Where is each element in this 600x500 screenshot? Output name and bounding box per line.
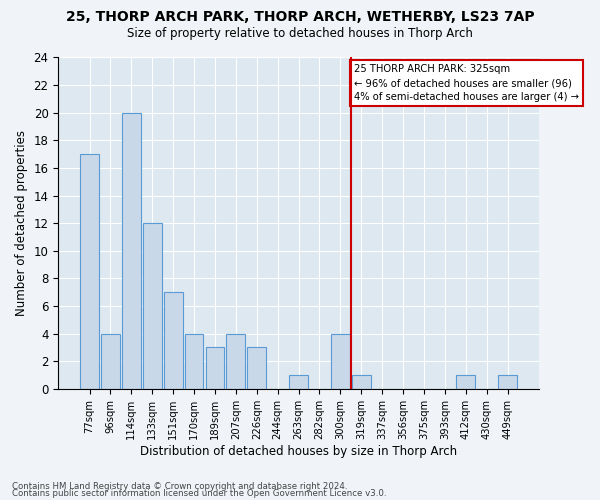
Bar: [206, 348, 224, 389]
Bar: [457, 375, 475, 389]
Bar: [498, 375, 517, 389]
Bar: [226, 334, 245, 389]
Bar: [122, 112, 141, 389]
Bar: [80, 154, 99, 389]
Bar: [331, 334, 350, 389]
Text: Contains HM Land Registry data © Crown copyright and database right 2024.: Contains HM Land Registry data © Crown c…: [12, 482, 347, 491]
Bar: [164, 292, 182, 389]
Bar: [352, 375, 371, 389]
Y-axis label: Number of detached properties: Number of detached properties: [15, 130, 28, 316]
Bar: [185, 334, 203, 389]
Text: 25 THORP ARCH PARK: 325sqm
← 96% of detached houses are smaller (96)
4% of semi-: 25 THORP ARCH PARK: 325sqm ← 96% of deta…: [354, 64, 579, 102]
Text: 25, THORP ARCH PARK, THORP ARCH, WETHERBY, LS23 7AP: 25, THORP ARCH PARK, THORP ARCH, WETHERB…: [65, 10, 535, 24]
X-axis label: Distribution of detached houses by size in Thorp Arch: Distribution of detached houses by size …: [140, 444, 457, 458]
Text: Size of property relative to detached houses in Thorp Arch: Size of property relative to detached ho…: [127, 28, 473, 40]
Text: Contains public sector information licensed under the Open Government Licence v3: Contains public sector information licen…: [12, 490, 386, 498]
Bar: [289, 375, 308, 389]
Bar: [143, 223, 161, 389]
Bar: [247, 348, 266, 389]
Bar: [101, 334, 120, 389]
